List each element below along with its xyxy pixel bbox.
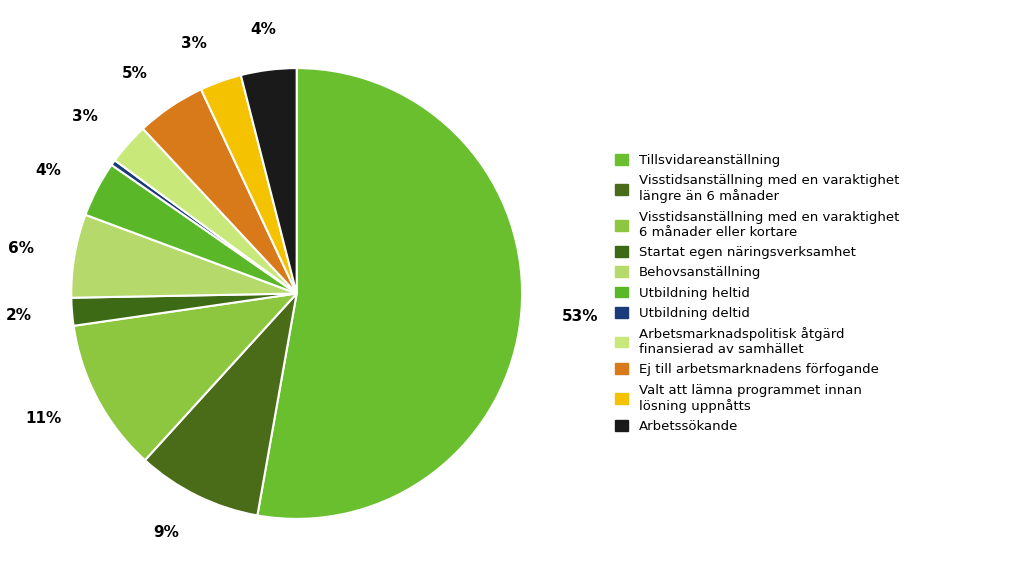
Wedge shape: [258, 68, 522, 519]
Text: 2%: 2%: [5, 308, 32, 323]
Text: 5%: 5%: [122, 66, 147, 80]
Text: 4%: 4%: [251, 22, 276, 37]
Legend: Tillsvidareanställning, Visstidsanställning med en varaktighet
längre än 6 månad: Tillsvidareanställning, Visstidsanställn…: [609, 147, 905, 440]
Wedge shape: [74, 294, 297, 460]
Text: 3%: 3%: [181, 36, 207, 50]
Text: 4%: 4%: [35, 163, 61, 178]
Wedge shape: [145, 294, 297, 515]
Wedge shape: [115, 129, 297, 294]
Wedge shape: [240, 68, 297, 294]
Wedge shape: [72, 215, 297, 298]
Wedge shape: [143, 89, 297, 294]
Text: 6%: 6%: [8, 241, 35, 257]
Text: 9%: 9%: [153, 525, 179, 539]
Text: 3%: 3%: [72, 109, 98, 124]
Wedge shape: [86, 165, 297, 294]
Text: 53%: 53%: [562, 309, 598, 324]
Wedge shape: [112, 160, 297, 294]
Wedge shape: [202, 75, 297, 294]
Text: 11%: 11%: [26, 411, 61, 426]
Wedge shape: [72, 294, 297, 326]
